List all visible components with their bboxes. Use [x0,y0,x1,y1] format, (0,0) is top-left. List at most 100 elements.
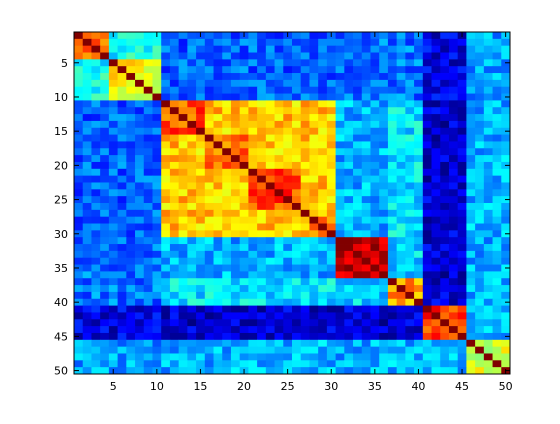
heatmap-cell [100,257,110,265]
heatmap-cell [126,360,136,368]
heatmap-cell [230,285,241,293]
heatmap-cell [239,134,249,142]
heatmap-cell [257,182,267,190]
heatmap-cell [161,216,171,224]
heatmap-cell [370,332,380,341]
heatmap-cell [396,52,406,60]
heatmap-cell [283,79,293,88]
heatmap-cell [143,332,153,341]
heatmap-cell [326,134,336,142]
heatmap-cell [475,237,485,245]
heatmap-cell [169,312,180,320]
heatmap-cell [440,360,450,368]
heatmap-cell [91,45,101,53]
heatmap-cell [387,196,398,204]
heatmap-cell [353,100,363,108]
heatmap-cell [161,141,171,149]
heatmap-cell [222,244,232,252]
heatmap-cell [74,73,84,81]
heatmap-cell [117,339,127,348]
heatmap-cell [483,141,493,149]
heatmap-cell [292,161,302,170]
heatmap-cell [187,38,197,47]
heatmap-cell [248,244,258,252]
heatmap-cell [326,305,336,313]
heatmap-cell [257,203,267,211]
heatmap-cell [230,332,241,341]
heatmap-cell [178,134,188,142]
heatmap-cell [466,168,476,177]
heatmap-cell [239,319,249,327]
heatmap-cell [370,100,380,108]
heatmap-cell [143,244,153,252]
heatmap-cell [82,93,92,101]
heatmap-cell [178,141,188,149]
heatmap-cell [466,305,476,313]
heatmap-cell [396,332,406,341]
heatmap-cell [396,326,406,334]
heatmap-cell [326,107,336,115]
heatmap-cell [187,346,197,354]
heatmap-cell [274,332,284,341]
heatmap-cell [344,360,354,368]
heatmap-cell [152,148,162,156]
heatmap-cell [457,134,467,142]
heatmap-cell [152,312,162,320]
heatmap-cell [248,148,258,156]
heatmap-cell [483,127,493,135]
heatmap-cell [222,182,232,190]
x-tick-label: 15 [193,380,207,393]
heatmap-cell [361,73,371,81]
heatmap-cell [274,339,284,348]
heatmap-cell [309,66,319,74]
heatmap-cell [466,182,476,190]
heatmap-cell [361,285,371,293]
heatmap-cell [204,196,214,204]
heatmap-cell [466,250,476,259]
heatmap-cell [387,353,398,361]
heatmap-cell [457,285,467,293]
heatmap-cell [353,250,363,259]
heatmap-cell [387,175,398,183]
heatmap-cell [431,45,441,53]
heatmap-cell [405,305,415,313]
heatmap-cell [344,155,354,163]
heatmap-cell [152,298,162,306]
heatmap-cell [135,271,145,279]
heatmap-cell [222,196,232,204]
heatmap-cell [440,120,450,129]
heatmap-cell [82,291,92,300]
heatmap-cell [152,305,162,313]
heatmap-cell [292,59,302,67]
heatmap-cell [283,38,293,47]
heatmap-cell [82,196,92,204]
heatmap-cell [161,298,171,306]
heatmap-cell [248,203,258,211]
heatmap-cell [222,332,232,341]
heatmap-cell [152,291,162,300]
heatmap-cell [178,182,188,190]
heatmap-cell [82,305,92,313]
heatmap-cell [431,230,441,238]
heatmap-cell [248,182,258,190]
heatmap-cell [91,216,101,224]
heatmap-cell [108,168,118,177]
heatmap-cell [283,182,293,190]
heatmap-cell [361,175,371,183]
heatmap-cell [387,127,398,135]
heatmap-cell [501,250,511,259]
heatmap-cell [213,367,223,375]
heatmap-cell [318,120,328,129]
heatmap-cell [257,346,267,354]
heatmap-cell [213,285,223,293]
heatmap-cell [169,223,180,231]
heatmap-cell [422,52,432,60]
heatmap-cell [448,216,459,224]
heatmap-cell [100,32,110,40]
heatmap-cell [335,107,345,115]
heatmap-cell [108,182,118,190]
heatmap-cell [126,86,136,94]
heatmap-cell [405,161,415,170]
heatmap-cell [361,32,371,40]
heatmap-cell [466,367,476,375]
